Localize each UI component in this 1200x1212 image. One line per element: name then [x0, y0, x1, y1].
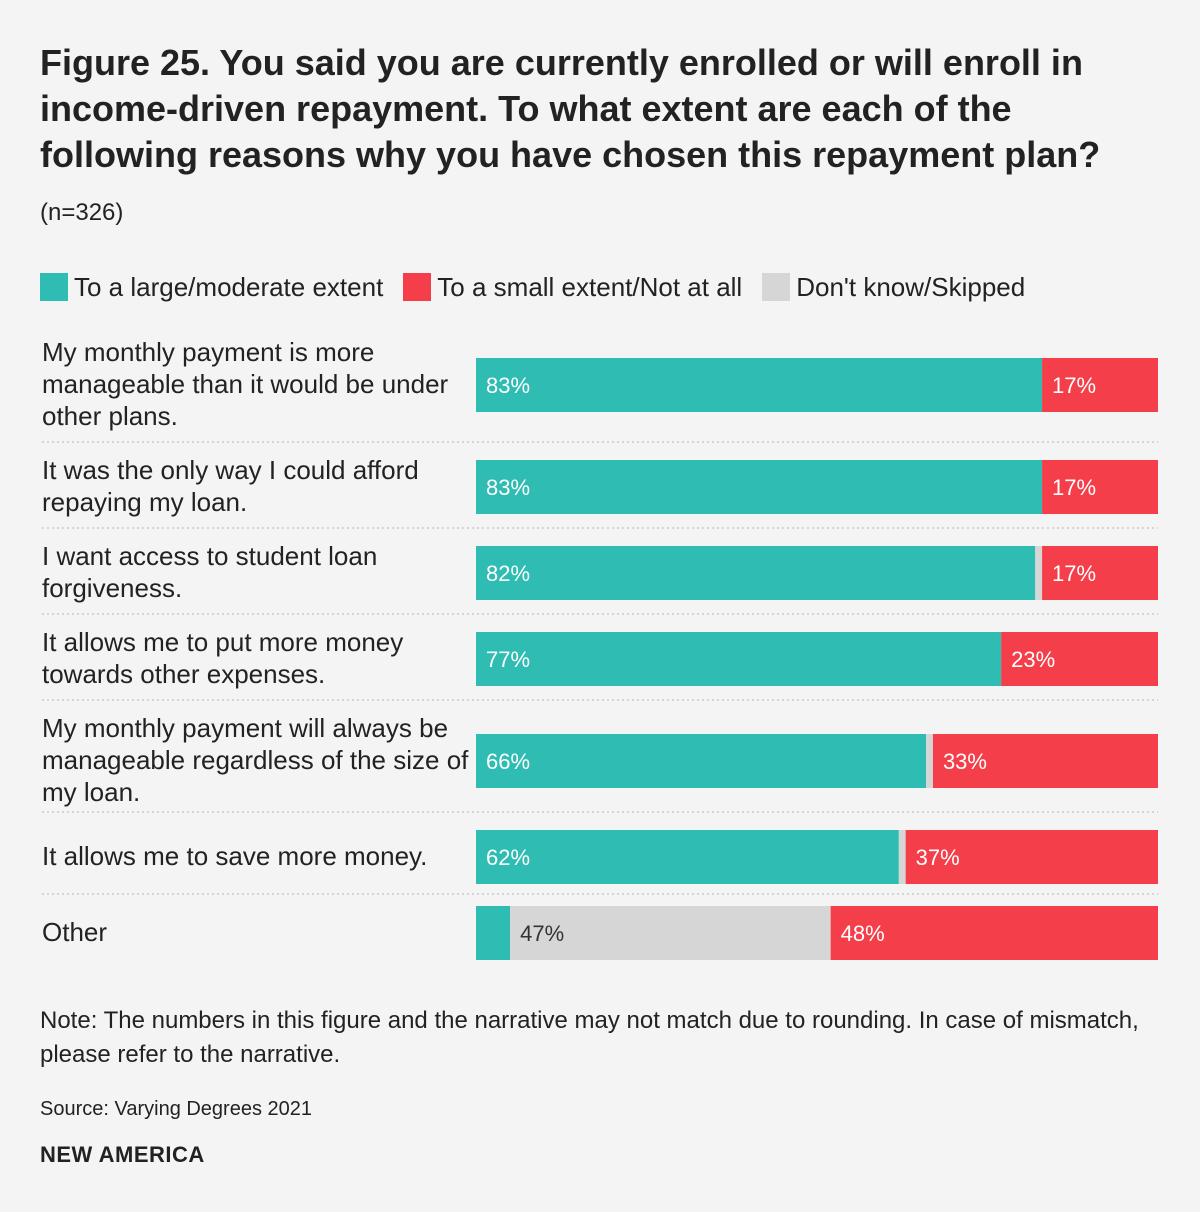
- data-label-small-not-at-all: 33%: [943, 749, 987, 774]
- bars-svg: 83% 17% 83% 17% 82% 17% 77% 23% 66% 33% 62% 37% 47% 4…: [42, 358, 1158, 960]
- data-label-small-not-at-all: 37%: [916, 845, 960, 870]
- data-label-dont-know: 47%: [520, 921, 564, 946]
- bar-large-moderate: [476, 460, 1043, 514]
- data-label-large-moderate: 62%: [486, 845, 530, 870]
- row-label: Other: [42, 917, 108, 947]
- bar-small-not-at-all: [905, 830, 1158, 884]
- data-label-large-moderate: 66%: [486, 749, 530, 774]
- bar-large-moderate: [476, 906, 511, 960]
- bar-small-not-at-all: [1042, 460, 1158, 514]
- chart-subtitle: (n=326): [40, 199, 124, 226]
- row-label: My monthly payment will always be manage…: [42, 713, 469, 807]
- bar-small-not-at-all: [830, 906, 1158, 960]
- data-label-small-not-at-all: 17%: [1052, 373, 1096, 398]
- row-label: I want access to student loan forgivenes…: [42, 541, 378, 603]
- chart-title: Figure 25. You said you are currently en…: [40, 42, 1101, 175]
- bar-small-not-at-all: [1001, 632, 1158, 686]
- bar-dont-know: [510, 906, 831, 960]
- data-label-large-moderate: 83%: [486, 475, 530, 500]
- row-label: It was the only way I could afford repay…: [42, 455, 419, 517]
- legend-item-large-moderate: To a large/moderate extent: [40, 272, 383, 302]
- data-label-large-moderate: 83%: [486, 373, 530, 398]
- chart-source: Source: Varying Degrees 2021: [40, 1098, 313, 1120]
- bar-small-not-at-all: [1042, 546, 1158, 600]
- bar-small-not-at-all: [932, 734, 1158, 788]
- legend-label-dont-know: Don't know/Skipped: [796, 272, 1026, 302]
- bar-large-moderate: [476, 632, 1002, 686]
- legend-item-dont-know: Don't know/Skipped: [762, 272, 1025, 302]
- bar-large-moderate: [476, 546, 1036, 600]
- bar-small-not-at-all: [1042, 358, 1158, 412]
- bar-large-moderate: [476, 734, 927, 788]
- data-label-small-not-at-all: 17%: [1052, 475, 1096, 500]
- chart-note: Note: The numbers in this figure and the…: [40, 1007, 1139, 1068]
- bar-dont-know: [926, 734, 933, 788]
- legend-swatch-large-moderate: [40, 273, 68, 301]
- bar-large-moderate: [476, 830, 899, 884]
- data-label-large-moderate: 77%: [486, 647, 530, 672]
- legend-label-small-not-at-all: To a small extent/Not at all: [437, 272, 743, 302]
- bar-dont-know: [898, 830, 906, 884]
- data-label-large-moderate: 82%: [486, 561, 530, 586]
- row-label: My monthly payment is more manageable th…: [42, 337, 449, 431]
- row-label: It allows me to put more money towards o…: [42, 627, 404, 689]
- data-label-small-not-at-all: 17%: [1052, 561, 1096, 586]
- data-label-small-not-at-all: 23%: [1011, 647, 1055, 672]
- data-label-small-not-at-all: 48%: [841, 921, 885, 946]
- row-label: It allows me to save more money.: [42, 841, 428, 871]
- legend-swatch-dont-know: [762, 273, 791, 301]
- brand-logo-text: NEW AMERICA: [40, 1142, 205, 1167]
- bar-dont-know: [1035, 546, 1043, 600]
- bar-large-moderate: [476, 358, 1043, 412]
- legend: To a large/moderate extent To a small ex…: [40, 272, 1045, 302]
- legend-label-large-moderate: To a large/moderate extent: [74, 272, 384, 302]
- legend-swatch-small-not-at-all: [403, 273, 432, 301]
- legend-item-small-not-at-all: To a small extent/Not at all: [403, 272, 742, 302]
- chart-area: My monthly payment is more manageable th…: [42, 337, 1158, 960]
